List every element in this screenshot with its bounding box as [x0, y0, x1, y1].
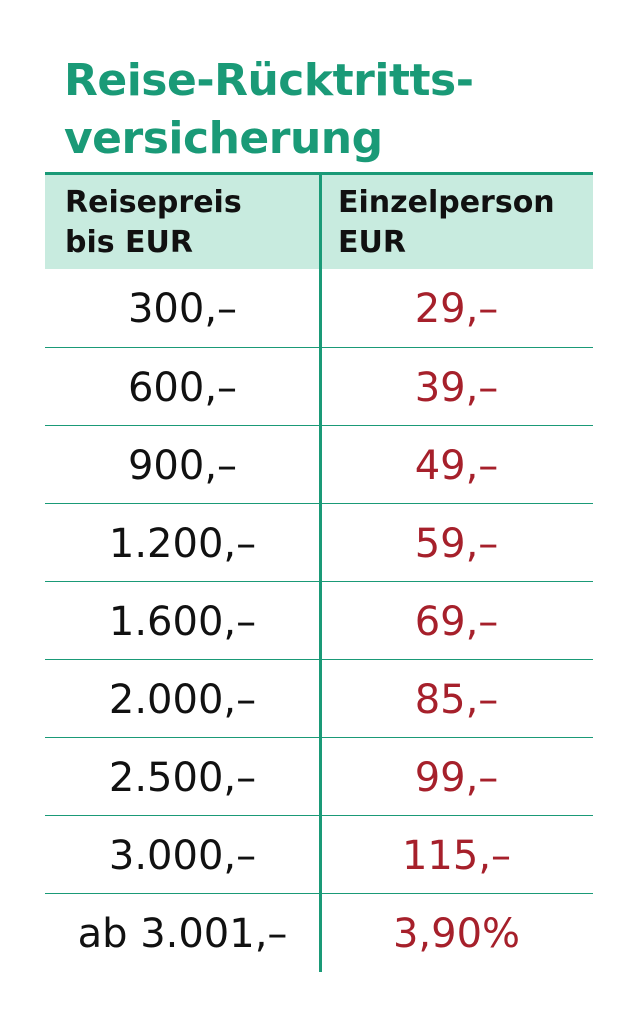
insurance-price: 69,– [414, 599, 499, 645]
title: Reise-Rücktritts- versicherung [64, 52, 474, 168]
insurance-price: 85,– [414, 677, 499, 723]
header-line: EUR [338, 225, 406, 260]
travel-price: ab 3.001,– [77, 911, 288, 957]
insurance-price: 39,– [414, 365, 499, 411]
header-line: bis EUR [65, 225, 194, 260]
travel-price: 300,– [127, 286, 238, 332]
table-row: 300,– 29,– [45, 269, 593, 347]
travel-price: 900,– [127, 443, 238, 489]
travel-price: 1.600,– [108, 599, 257, 645]
travel-price: 1.200,– [108, 521, 257, 567]
insurance-price: 99,– [414, 755, 499, 801]
travel-price: 2.500,– [108, 755, 257, 801]
insurance-price: 115,– [401, 833, 512, 879]
travel-price: 600,– [127, 365, 238, 411]
title-line: versicherung [64, 113, 383, 164]
insurance-price: 59,– [414, 521, 499, 567]
header-line: Einzelperson [338, 185, 555, 220]
insurance-price: 3,90% [392, 911, 521, 957]
insurance-price: 49,– [414, 443, 499, 489]
column-divider [319, 172, 322, 972]
column-header: Reisepreis bis EUR [65, 183, 242, 263]
table-row: 900,– 49,– [45, 425, 593, 503]
table-row: 1.200,– 59,– [45, 503, 593, 581]
table-row: ab 3.001,– 3,90% [45, 893, 593, 971]
travel-price: 3.000,– [108, 833, 257, 879]
table-row: 2.500,– 99,– [45, 737, 593, 815]
insurance-price: 29,– [414, 286, 499, 332]
header-line: Reisepreis [65, 185, 242, 220]
title-line: Reise-Rücktritts- [64, 55, 474, 106]
column-header: Einzelperson EUR [338, 183, 555, 263]
table-row: 1.600,– 69,– [45, 581, 593, 659]
travel-price: 2.000,– [108, 677, 257, 723]
